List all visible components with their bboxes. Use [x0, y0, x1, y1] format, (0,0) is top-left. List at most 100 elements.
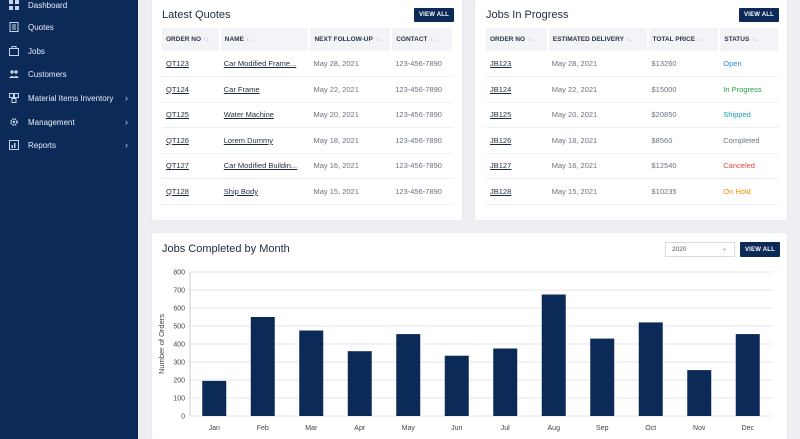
- table-row[interactable]: JB125 May 20, 2021 $20850 Shipped: [486, 102, 779, 128]
- job-order-link[interactable]: JB124: [486, 76, 548, 103]
- table-row[interactable]: QT124 Car Frame May 22, 2021 123-456-7890: [162, 76, 453, 103]
- bar-may[interactable]: [396, 334, 421, 416]
- dashboard-icon: [9, 0, 19, 10]
- y-tick-label: 800: [173, 270, 185, 277]
- y-axis-label: Number of Orders: [157, 314, 166, 374]
- x-tick-label: Jun: [451, 425, 462, 432]
- quote-order-link[interactable]: QT128: [162, 178, 220, 205]
- quote-name-link[interactable]: Water Machine: [219, 102, 310, 128]
- y-tick-label: 200: [173, 378, 185, 385]
- bar-dec[interactable]: [735, 334, 760, 416]
- sidebar-item-jobs[interactable]: Jobs: [0, 40, 138, 62]
- bar-oct[interactable]: [638, 322, 663, 416]
- jobs-in-progress-title: Jobs In Progress: [486, 9, 569, 21]
- quote-name-link[interactable]: Car Modified Buildin...: [219, 153, 310, 179]
- sidebar-item-quotes[interactable]: Quotes: [0, 16, 138, 38]
- quote-order-link[interactable]: QT123: [162, 51, 220, 77]
- table-row[interactable]: JB127 May 16, 2021 $12540 Canceled: [486, 153, 779, 179]
- sidebar-item-reports[interactable]: Reports ›: [0, 134, 138, 156]
- job-order-link[interactable]: JB127: [486, 153, 548, 179]
- table-row[interactable]: JB124 May 22, 2021 $15000 In Progress: [486, 76, 779, 103]
- job-delivery-date: May 20, 2021: [547, 102, 648, 128]
- bar-jul[interactable]: [493, 348, 518, 417]
- x-tick-label: Oct: [645, 425, 656, 432]
- job-delivery-date: May 15, 2021: [547, 178, 648, 205]
- sidebar-item-customers[interactable]: Customers: [0, 63, 138, 85]
- status-badge: On Hold: [719, 178, 779, 205]
- quote-contact: 123-456-7890: [391, 51, 453, 77]
- latest-quotes-view-all-button[interactable]: VIEW ALL: [414, 8, 454, 22]
- job-order-link[interactable]: JB125: [486, 102, 548, 128]
- jobs-completed-chart: 0 100 200 300 400 500 600 700 800 Number of Order…: [157, 270, 772, 432]
- bar-sep[interactable]: [590, 338, 615, 416]
- sidebar-item-material-items-inventory[interactable]: Material Items Inventory ›: [0, 87, 138, 109]
- job-total-price: $15000: [647, 76, 720, 103]
- quotes-icon: [9, 22, 19, 32]
- job-order-link[interactable]: JB128: [486, 178, 548, 205]
- sort-icon: ↑↓: [625, 36, 633, 43]
- latest-quotes-title: Latest Quotes: [162, 9, 231, 21]
- x-tick-label: Aug: [548, 425, 561, 432]
- x-tick-label: Jan: [209, 425, 220, 432]
- table-row[interactable]: QT123 Car Modified Frame... May 28, 2021 12…: [162, 51, 453, 77]
- column-header-label: CONTACT: [396, 36, 428, 43]
- job-total-price: $13260: [647, 51, 720, 77]
- bar-jan[interactable]: [202, 380, 227, 416]
- job-order-link[interactable]: JB123: [486, 51, 548, 77]
- quote-name-link[interactable]: Car Frame: [219, 76, 310, 103]
- table-row[interactable]: QT127 Car Modified Buildin... May 16, 2021…: [162, 153, 453, 179]
- jobs-completed-title: Jobs Completed by Month: [162, 243, 290, 255]
- bar-feb[interactable]: [250, 317, 275, 416]
- column-header-order-no[interactable]: ORDER NO ↑↓: [162, 28, 221, 51]
- column-header-total-price[interactable]: TOTAL PRICE ↑↓: [647, 28, 721, 51]
- quote-name-link[interactable]: Ship Body: [219, 178, 310, 205]
- quote-order-link[interactable]: QT127: [162, 153, 220, 179]
- quote-contact: 123-456-7890: [391, 153, 453, 179]
- bar-aug[interactable]: [541, 294, 566, 417]
- x-tick-label: Dec: [742, 425, 755, 432]
- table-row[interactable]: QT128 Ship Body May 15, 2021 123-456-7890: [162, 178, 453, 205]
- sort-icon: ↑↓: [203, 36, 210, 43]
- jobs-completed-view-all-button[interactable]: VIEW ALL: [740, 242, 780, 257]
- jobs-in-progress-view-all-button[interactable]: VIEW ALL: [739, 8, 779, 22]
- quote-order-link[interactable]: QT126: [162, 127, 220, 154]
- column-header-name[interactable]: NAME ↑↓: [219, 28, 311, 51]
- quote-name-link[interactable]: Car Modified Frame...: [219, 51, 310, 77]
- bar-apr[interactable]: [347, 351, 372, 416]
- x-tick-label: Apr: [354, 425, 366, 432]
- table-row[interactable]: JB123 May 28, 2021 $13260 Open: [486, 51, 779, 77]
- column-header-label: ESTIMATED DELIVERY: [552, 36, 624, 43]
- column-header-label: NEXT FOLLOW-UP: [314, 36, 373, 43]
- column-header-label: ORDER NO: [490, 36, 526, 43]
- column-header-contact[interactable]: CONTACT ↑↓: [391, 28, 454, 51]
- bar-nov[interactable]: [687, 370, 712, 416]
- sidebar-item-label: Dashboard: [28, 0, 68, 10]
- column-header-next-follow-up[interactable]: NEXT FOLLOW-UP ↑↓: [309, 28, 393, 51]
- sidebar-item-label: Material Items Inventory: [28, 93, 114, 103]
- column-header-estimated-delivery[interactable]: ESTIMATED DELIVERY ↑↓: [547, 28, 649, 51]
- bar-jun[interactable]: [444, 355, 469, 416]
- status-badge: Canceled: [719, 153, 779, 179]
- quote-name-link[interactable]: Lorem Dummy: [219, 127, 310, 154]
- sidebar-item-management[interactable]: Management ›: [0, 111, 138, 133]
- quote-order-link[interactable]: QT125: [162, 102, 220, 128]
- status-badge: In Progress: [719, 76, 779, 103]
- x-tick-label: May: [402, 425, 416, 432]
- quote-order-link[interactable]: QT124: [162, 76, 220, 103]
- status-badge: Shipped: [719, 102, 779, 128]
- sort-icon: ↑↓: [751, 36, 758, 43]
- sidebar-item-label: Management: [28, 117, 75, 127]
- column-header-order-no[interactable]: ORDER NO ↑↓: [486, 28, 549, 51]
- chevron-right-icon: ›: [125, 117, 128, 127]
- table-row[interactable]: JB126 May 18, 2021 $8560 Completed: [486, 127, 779, 154]
- sidebar: Dashboard Quotes Jobs Customers Material Ite…: [0, 0, 138, 439]
- job-order-link[interactable]: JB126: [486, 127, 548, 154]
- chevron-down-icon: ⌄: [721, 246, 727, 252]
- sidebar-item-dashboard[interactable]: Dashboard: [0, 0, 138, 16]
- column-header-status[interactable]: STATUS ↑↓: [719, 28, 780, 51]
- table-row[interactable]: QT125 Water Machine May 20, 2021 123-456-78…: [162, 102, 453, 128]
- year-select[interactable]: 2020 ⌄: [665, 242, 735, 257]
- table-row[interactable]: QT126 Lorem Dummy May 18, 2021 123-456-7890: [162, 127, 453, 154]
- table-row[interactable]: JB128 May 15, 2021 $10235 On Hold: [486, 178, 779, 205]
- bar-mar[interactable]: [299, 330, 324, 417]
